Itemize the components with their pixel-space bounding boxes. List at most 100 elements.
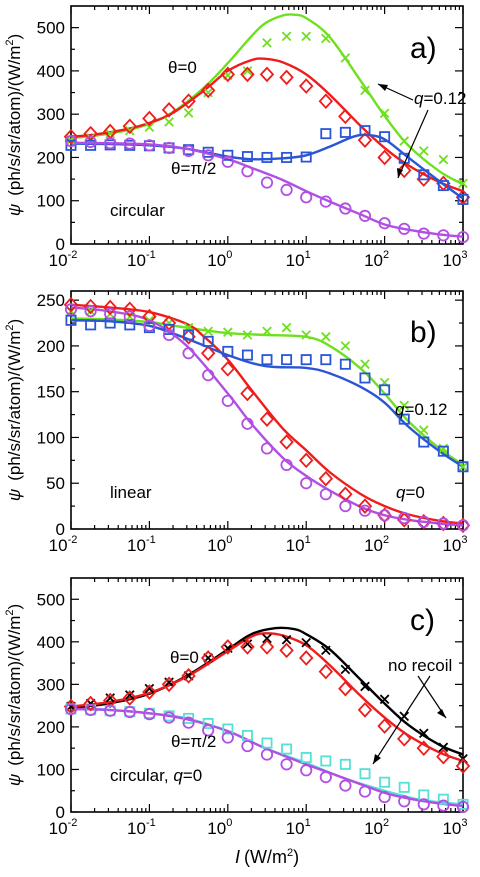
polarization-label: circular (110, 201, 165, 220)
square-marker (241, 349, 253, 361)
q-letter: q (395, 400, 405, 419)
diamond-marker (298, 452, 314, 469)
cross-marker (320, 331, 331, 342)
diamond-marker (298, 78, 314, 94)
q-arrowhead-1 (378, 84, 388, 91)
cross-marker (183, 108, 194, 118)
circle-marker (84, 305, 97, 318)
cross-marker (320, 645, 331, 656)
square-marker (222, 345, 234, 357)
y-tick-label: 50 (46, 474, 65, 493)
diamond-marker (259, 66, 275, 83)
x-tick-label: 10-1 (127, 249, 156, 270)
y-tick-label: 0 (56, 235, 65, 254)
x-tick-exponent: 2 (383, 249, 389, 261)
square-marker (85, 319, 97, 331)
circle-marker (319, 771, 332, 784)
x-tick-exponent: -2 (68, 249, 78, 261)
no-recoil-label: no recoil (388, 656, 452, 675)
q-letter: q (396, 483, 406, 502)
x-tick-base: 10 (49, 251, 68, 270)
circle-marker (417, 798, 430, 811)
circle-marker (456, 230, 470, 244)
circle-marker (280, 758, 293, 771)
ylabel-main: (ph/s/sr/atom)/(W/m (5, 616, 24, 766)
cross-marker (242, 66, 253, 76)
square-marker (437, 793, 449, 805)
x-tick-exponent: 1 (305, 249, 311, 261)
cross-marker (301, 637, 312, 648)
cross-marker (379, 694, 390, 705)
x-tick-exponent: -2 (68, 534, 78, 546)
circle-marker (300, 764, 313, 777)
diamond-marker (83, 695, 98, 712)
y-tick-label: 300 (37, 675, 65, 694)
x-tick-base: 10 (127, 819, 146, 838)
square-marker (261, 354, 273, 366)
square-marker (281, 354, 293, 366)
x-tick-exponent: 0 (226, 249, 232, 261)
circle-marker (339, 202, 352, 215)
square-marker (65, 139, 77, 151)
x-tick-base: 10 (127, 251, 146, 270)
cross-marker (281, 322, 292, 333)
x-axis-label: I (W/m2) (235, 847, 299, 867)
diamond-marker (377, 149, 392, 166)
square-marker (261, 737, 273, 749)
circle-marker (84, 135, 97, 148)
x-tick-exponent: 1 (305, 534, 311, 546)
panel-a-label: a) (410, 32, 437, 65)
diamond-marker (338, 680, 353, 697)
diamond-marker (240, 385, 255, 402)
ylabel-close: ) (5, 604, 24, 610)
diamond-marker (279, 69, 294, 86)
square-marker (320, 354, 332, 366)
diamond-marker (455, 758, 471, 774)
panel-c-label: c) (410, 604, 435, 637)
diamond-marker (318, 470, 334, 487)
cross-marker (438, 742, 449, 753)
x-tick-base: 10 (49, 819, 68, 838)
cross-marker (144, 122, 155, 133)
cross-marker (164, 677, 174, 688)
cross-marker (360, 681, 370, 692)
cross-marker (418, 728, 429, 739)
circle-marker (162, 328, 176, 342)
circle-marker (260, 176, 274, 189)
q-high-label: q=0.12 (395, 400, 447, 419)
circle-marker (378, 509, 391, 522)
square-marker (359, 768, 371, 780)
x-tick-label: 100 (207, 817, 232, 838)
q-arrowhead-2 (397, 168, 403, 178)
cross-marker (281, 634, 292, 645)
panel-b-frame (70, 290, 464, 530)
circle-marker (162, 711, 176, 724)
x-tick-label: 103 (442, 249, 467, 270)
x-tick-exponent: 0 (226, 817, 232, 829)
cross-marker (203, 326, 214, 337)
circle-marker (378, 791, 391, 804)
diamond-marker (338, 108, 353, 125)
cross-marker (105, 128, 116, 139)
circle-marker (182, 144, 195, 158)
diamond-marker (161, 676, 177, 693)
cross-marker (399, 400, 410, 411)
series-curve (70, 303, 464, 525)
y-tick-label: 200 (37, 718, 65, 737)
square-marker (437, 180, 449, 192)
x-tick-base: 10 (207, 536, 226, 555)
q-value: =0 (405, 483, 424, 502)
circle-marker (456, 800, 470, 813)
series-curve (70, 707, 464, 806)
diamond-marker (240, 66, 255, 83)
ylabel-close: ) (5, 319, 24, 325)
cross-marker (262, 37, 272, 48)
diamond-marker (181, 668, 196, 684)
square-marker (202, 335, 214, 347)
x-tick-label: 100 (207, 534, 232, 555)
x-tick-base: 10 (442, 536, 461, 555)
x-tick-base: 10 (364, 819, 383, 838)
panel-b-label: b) (410, 316, 437, 349)
